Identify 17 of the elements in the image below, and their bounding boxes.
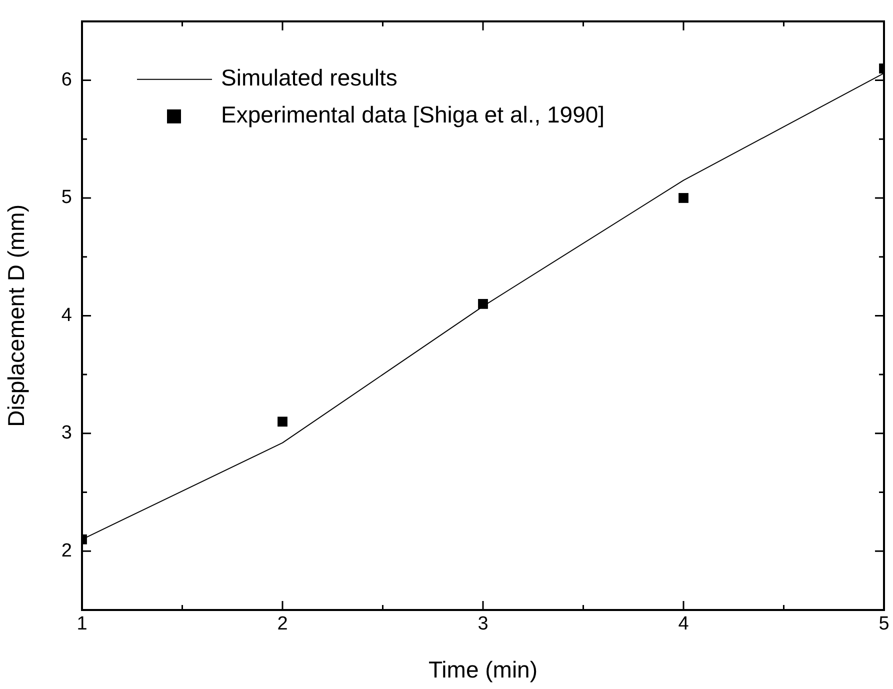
y-axis-title: Displacement D (mm) xyxy=(3,204,30,427)
x-tick-label: 2 xyxy=(277,614,288,635)
y-tick-label: 4 xyxy=(61,304,72,326)
point xyxy=(278,416,288,427)
y-tick-label: 6 xyxy=(61,69,72,90)
point xyxy=(678,193,688,203)
legend-label: Simulated results xyxy=(221,64,398,91)
y-tick-label: 3 xyxy=(61,422,72,444)
y-tick-label: 5 xyxy=(61,187,72,208)
point xyxy=(478,298,488,309)
x-axis-title: Time (min) xyxy=(428,656,538,683)
x-tick-label: 5 xyxy=(878,614,890,635)
x-tick-label: 3 xyxy=(478,614,488,635)
legend-label: Experimental data [Shiga et al., 1990] xyxy=(221,102,605,128)
y-tick-label: 2 xyxy=(61,540,72,562)
x-tick-label: 4 xyxy=(678,614,690,635)
x-tick-label: 1 xyxy=(76,614,88,635)
